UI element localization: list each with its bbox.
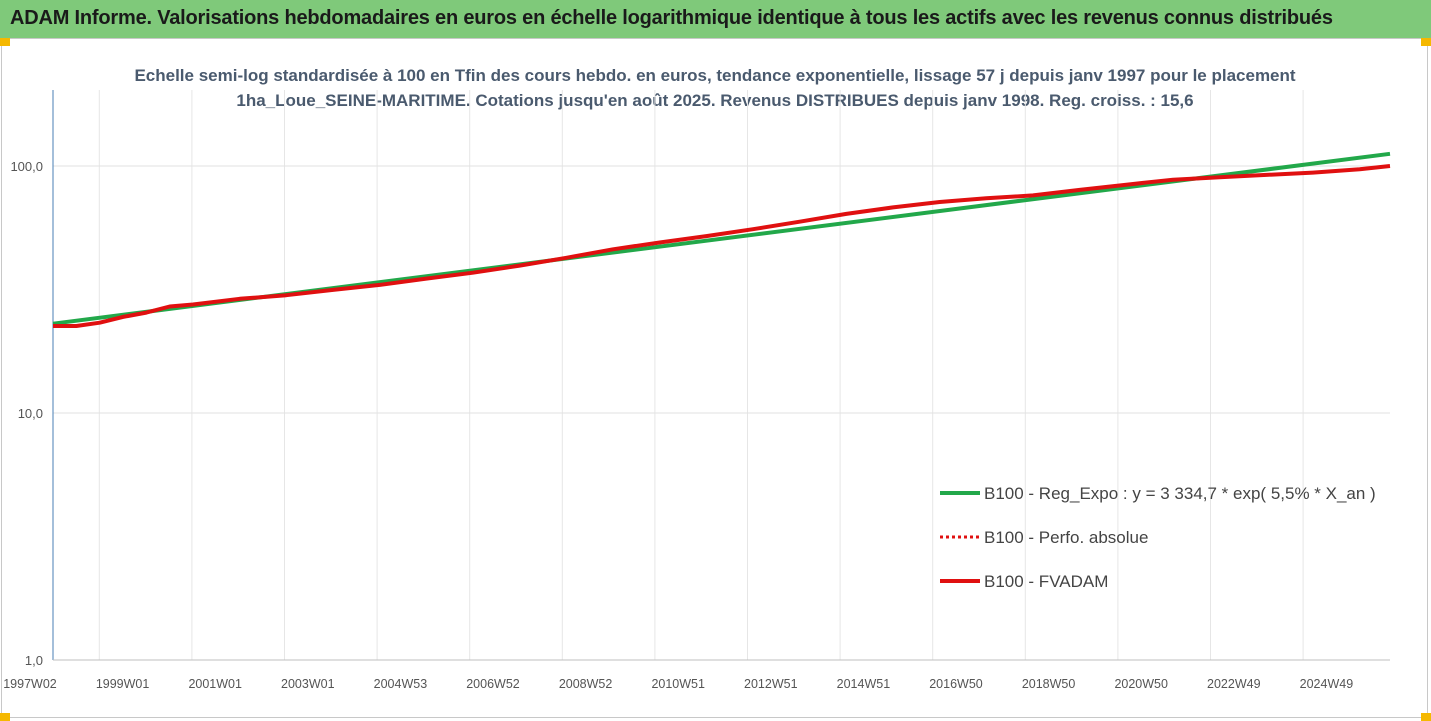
- x-tick-label: 2006W52: [466, 677, 520, 691]
- x-tick-label: 2022W49: [1207, 677, 1261, 691]
- x-tick-label: 2018W50: [1022, 677, 1076, 691]
- x-tick-label: 1997W02: [3, 677, 57, 691]
- x-tick-label: 2020W50: [1114, 677, 1168, 691]
- x-tick-label: 2010W51: [651, 677, 705, 691]
- legend-item-fvadam-label: B100 - FVADAM: [984, 572, 1108, 591]
- corner-marker-top-right: [1421, 38, 1431, 46]
- x-tick-label: 2008W52: [559, 677, 613, 691]
- corner-marker-bottom-left: [0, 713, 10, 721]
- x-tick-label: 2003W01: [281, 677, 335, 691]
- x-tick-label: 2001W01: [188, 677, 242, 691]
- legend-item-reg-expo-label: B100 - Reg_Expo : y = 3 334,7 * exp( 5,5…: [984, 484, 1376, 503]
- x-tick-label: 2024W49: [1300, 677, 1354, 691]
- x-tick-label: 2016W50: [929, 677, 983, 691]
- corner-marker-bottom-right: [1421, 713, 1431, 721]
- x-tick-label: 2014W51: [837, 677, 891, 691]
- report-banner: ADAM Informe. Valorisations hebdomadaire…: [0, 0, 1431, 39]
- x-tick-label: 2012W51: [744, 677, 798, 691]
- report-title: ADAM Informe. Valorisations hebdomadaire…: [10, 7, 1333, 29]
- y-tick-label: 10,0: [18, 406, 43, 421]
- y-tick-label: 100,0: [10, 159, 43, 174]
- chart-frame: [1, 38, 1428, 718]
- x-tick-label: 1999W01: [96, 677, 150, 691]
- y-tick-label: 1,0: [25, 653, 43, 668]
- corner-marker-top-left: [0, 38, 10, 46]
- chart-title: Echelle semi-log standardisée à 100 en T…: [134, 66, 1296, 110]
- legend-item-perfo-absolue-label: B100 - Perfo. absolue: [984, 528, 1148, 547]
- series-line-fvadam: [53, 164, 1391, 328]
- x-tick-label: 2004W53: [374, 677, 428, 691]
